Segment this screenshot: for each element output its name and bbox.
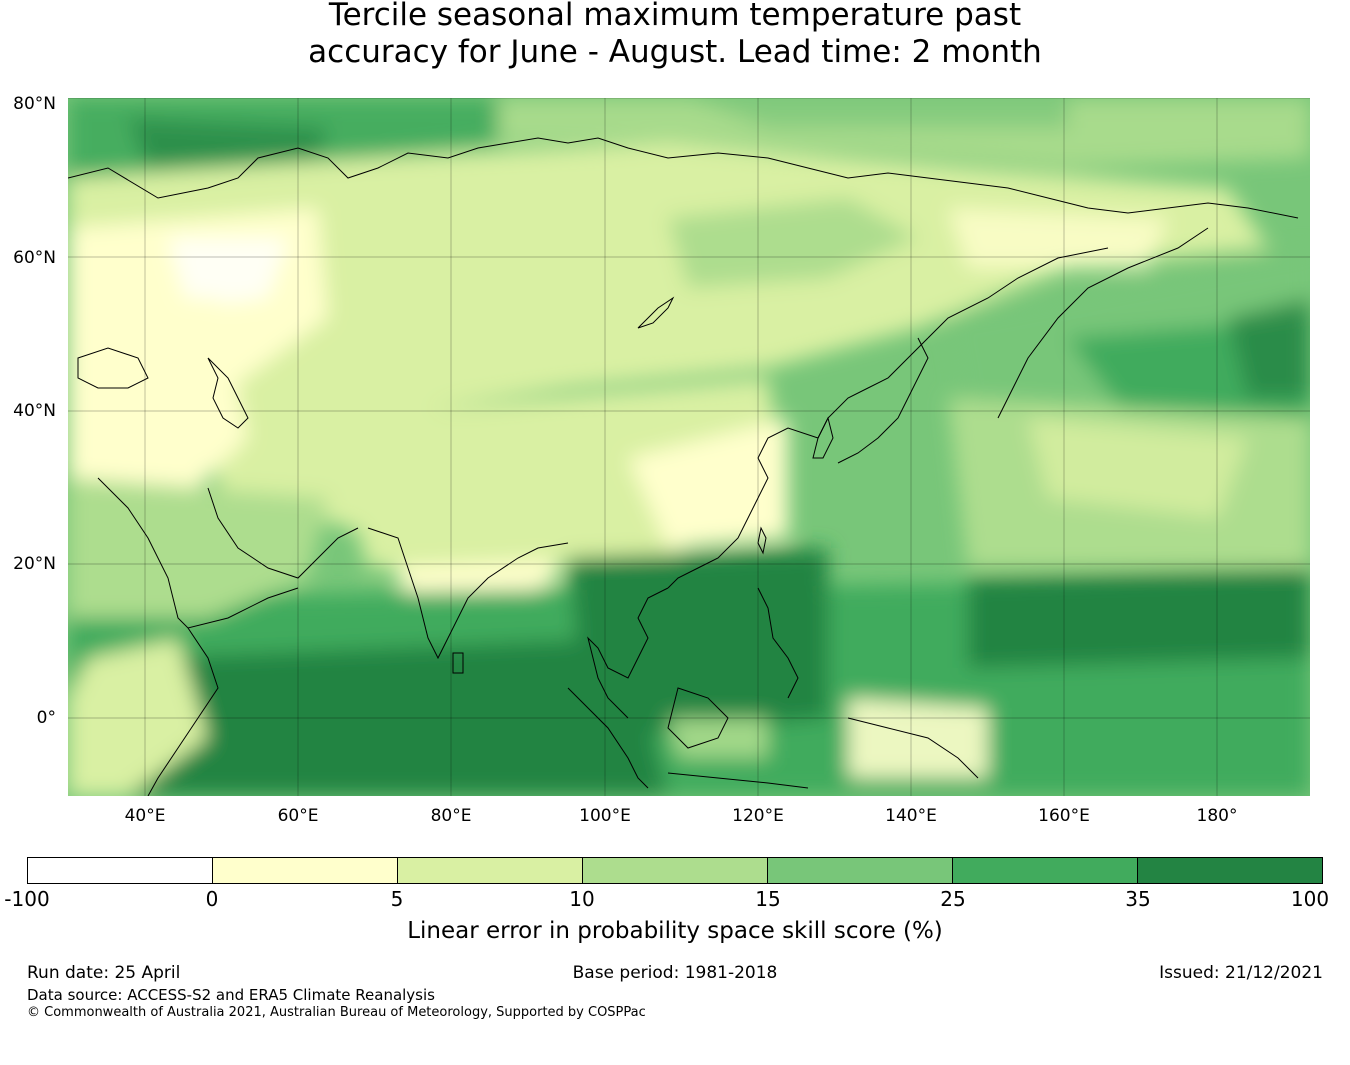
lat-label-20n: 20°N <box>13 554 56 574</box>
colorbar-segment-1 <box>28 858 212 883</box>
run-date: Run date: 25 April <box>27 963 181 983</box>
colorbar-segment-2 <box>212 858 397 883</box>
colorbar-tick-label: 100 <box>1290 887 1330 911</box>
colorbar-tick-label: 35 <box>1125 887 1151 911</box>
lon-label-60e: 60°E <box>277 806 319 826</box>
colorbar-tick-label: 15 <box>755 887 781 911</box>
lon-label-160e: 160°E <box>1038 806 1090 826</box>
colorbar <box>27 857 1323 884</box>
lon-label-80e: 80°E <box>430 806 472 826</box>
lat-label-0: 0° <box>36 708 56 728</box>
lon-label-140e: 140°E <box>885 806 937 826</box>
coastlines <box>68 137 1299 796</box>
colorbar-segment-4 <box>582 858 767 883</box>
skill-score-map <box>68 98 1310 796</box>
lon-label-40e: 40°E <box>124 806 166 826</box>
issued-date: Issued: 21/12/2021 <box>1159 963 1323 983</box>
map-title-line-2: accuracy for June - August. Lead time: 2… <box>308 34 1042 70</box>
lat-label-40n: 40°N <box>13 401 56 421</box>
colorbar-tick-label: 5 <box>390 887 404 911</box>
copyright: © Commonwealth of Australia 2021, Austra… <box>27 1005 646 1020</box>
data-source: Data source: ACCESS-S2 and ERA5 Climate … <box>27 986 435 1004</box>
colorbar-segment-5 <box>767 858 952 883</box>
lat-label-60n: 60°N <box>13 248 56 268</box>
colorbar-segment-3 <box>397 858 582 883</box>
base-period: Base period: 1981-2018 <box>572 963 778 983</box>
lat-label-80n: 80°N <box>13 94 56 114</box>
colorbar-label: Linear error in probability space skill … <box>407 918 943 944</box>
lon-label-120e: 120°E <box>732 806 784 826</box>
map-gridlines <box>68 98 1310 796</box>
map-canvas <box>68 98 1310 796</box>
colorbar-tick-label: -100 <box>4 887 50 911</box>
lon-label-100e: 100°E <box>579 806 631 826</box>
skill-field <box>68 98 1310 796</box>
colorbar-tick-label: 0 <box>205 887 219 911</box>
colorbar-tick-label: 10 <box>569 887 595 911</box>
lon-label-180: 180° <box>1196 806 1238 826</box>
colorbar-segment-6 <box>952 858 1137 883</box>
colorbar-tick-label: 25 <box>940 887 966 911</box>
map-title-line-1: Tercile seasonal maximum temperature pas… <box>328 0 1022 33</box>
colorbar-segment-7 <box>1137 858 1322 883</box>
